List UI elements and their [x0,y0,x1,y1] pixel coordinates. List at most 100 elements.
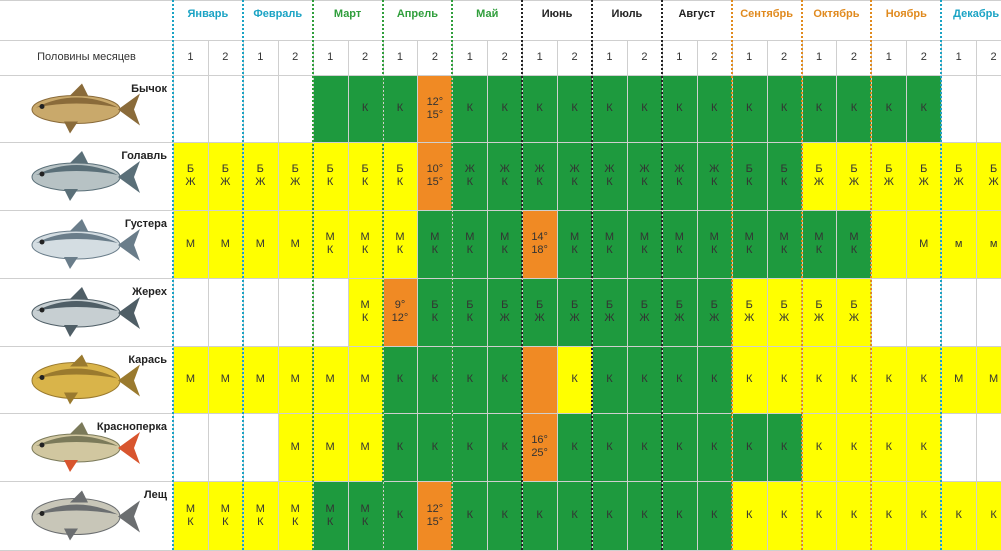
calendar-cell: К [766,75,802,142]
cell-text: К [676,244,683,256]
cell-text: К [641,244,648,256]
cell-text: К [466,176,474,188]
calendar-cell: К [871,481,907,550]
cell-text: м [989,237,998,250]
cell-text: К [466,244,474,256]
half-number: 1 [396,51,404,63]
halves-label: Половины месяцев [37,51,136,63]
calendar-cell: К [661,75,697,142]
cell-text: М [325,373,335,385]
grid-col-line [417,40,419,550]
half-number: 1 [885,51,892,63]
calendar-cell [207,413,243,481]
month-separator [660,0,663,550]
cell-text: К [676,373,683,385]
fish-name: Голавль [121,150,167,162]
calendar-cell: К [696,346,732,413]
grid-col-line [626,40,628,550]
calendar-cell: М [207,346,243,413]
calendar-cell [173,75,208,142]
cell-text: К [536,102,543,114]
half-number: 2 [361,51,369,63]
cell-text: Б [396,163,404,175]
month-header: Ноябрь [885,8,927,20]
half-number: 2 [850,51,857,63]
cell-text: К [676,509,683,521]
calendar-cell [871,210,907,278]
calendar-cell: К [557,75,593,142]
cell-text: К [850,373,858,385]
half-number: 2 [711,51,718,63]
grid-col-line [487,40,489,550]
cell-text: 15° [426,515,444,528]
cell-text: Б [431,299,439,311]
cell-text: К [466,509,474,521]
cell-text: Ж [709,312,720,324]
cell-text: Б [815,163,823,175]
cell-text: М [290,440,300,453]
cell-text: К [501,440,508,453]
calendar-cell: К [522,75,558,142]
cell-text: К [815,509,823,521]
cell-text: 16° [531,434,548,446]
calendar-cell: К [592,481,627,550]
calendar-cell: К [871,346,907,413]
cell-text: К [431,244,439,256]
month-separator [451,0,454,550]
grid-row-line [0,75,1001,76]
half-number: 1 [187,51,194,63]
cell-text: М [255,237,265,250]
cell-text: Ж [569,312,580,324]
month-separator [521,0,524,550]
cell-text: М [919,237,929,250]
cell-text: К [815,440,823,453]
half-number: 1 [536,51,543,63]
cell-text: Б [536,299,544,311]
cell-text: м [954,237,963,250]
calendar-cell [312,75,348,142]
cell-text: К [780,176,788,188]
calendar-cell: К [661,481,697,550]
cell-text: М [360,373,370,385]
cell-text: К [501,244,508,256]
calendar-cell: К [696,413,732,481]
cell-text: М [325,440,335,453]
cell-text: 12° [426,502,444,515]
month-header: Июль [611,8,643,20]
cell-text: К [955,509,962,521]
calendar-cell [871,278,907,346]
cell-text: К [257,515,264,528]
calendar-cell: К [731,481,767,550]
calendar-cell: К [801,481,837,550]
calendar-cell: К [557,413,593,481]
cell-text: М [744,231,754,243]
cell-text: К [361,312,369,324]
grid-row-line [0,278,1001,279]
calendar-cell: М [277,346,313,413]
cell-text: М [255,502,265,515]
cell-text: Ж [255,176,266,188]
cell-text: 15° [426,176,444,188]
grid-row-line [0,210,1001,211]
cell-text: Б [850,299,858,311]
calendar-cell [207,278,243,346]
cell-text: Б [850,163,858,175]
calendar-cell: М [277,210,313,278]
calendar-cell [522,346,558,413]
half-number: 1 [466,51,473,63]
calendar-cell: К [592,346,627,413]
calendar-cell: К [626,481,662,550]
cell-text: Б [780,163,788,175]
half-number: 1 [257,51,264,63]
cell-text: 18° [531,244,548,256]
cell-text: М [849,231,859,243]
